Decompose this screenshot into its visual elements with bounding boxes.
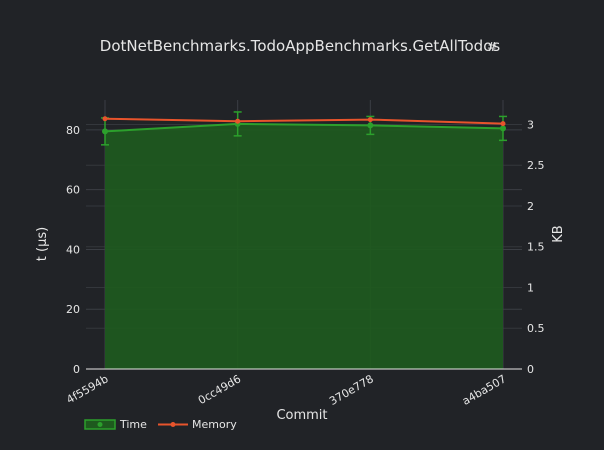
y2-tick-label: 2.5	[527, 159, 545, 172]
y2-axis-title: KB	[551, 225, 566, 242]
y2-tick-label: 2	[527, 200, 534, 213]
legend-marker-time	[97, 422, 103, 427]
title-link[interactable]: #	[487, 40, 497, 54]
legend-marker-memory	[170, 422, 176, 427]
legend: Time Memory	[84, 418, 237, 431]
memory-line	[104, 117, 504, 125]
x-axis-title: Commit	[276, 408, 327, 423]
x-tick-label: 4f5594b	[64, 372, 110, 406]
y-tick-label: 40	[66, 243, 80, 256]
time-point	[102, 128, 108, 135]
memory-point	[367, 117, 373, 123]
y2-tick-label: 0.5	[527, 322, 545, 335]
memory-point	[235, 118, 241, 124]
legend-item-time[interactable]: Time	[84, 418, 147, 431]
x-tick-label: a4ba507	[460, 372, 508, 407]
time-point	[500, 125, 506, 132]
y-tick-label: 20	[66, 303, 80, 316]
time-line	[104, 122, 504, 133]
y2-tick-label: 1.5	[527, 241, 545, 254]
legend-item-memory[interactable]: Memory	[158, 418, 237, 431]
x-tick-label: 370e778	[327, 372, 376, 408]
legend-label-time: Time	[119, 418, 147, 431]
y-axis-title: t (µs)	[35, 227, 50, 261]
series-layer	[101, 111, 507, 370]
memory-point	[102, 116, 108, 122]
y-tick-label: 60	[66, 184, 80, 197]
y2-tick-label: 0	[527, 363, 534, 376]
memory-point	[500, 121, 506, 127]
chart-title: DotNetBenchmarks.TodoAppBenchmarks.GetAl…	[100, 37, 501, 55]
y-tick-label: 0	[73, 363, 80, 376]
x-tick-label: 0cc49d6	[196, 372, 243, 407]
time-point	[367, 122, 374, 129]
y2-tick-label: 1	[527, 281, 534, 294]
y-tick-label: 80	[66, 124, 80, 137]
y2-tick-label: 3	[527, 118, 534, 131]
time-area	[105, 123, 503, 370]
legend-label-memory: Memory	[192, 418, 237, 431]
